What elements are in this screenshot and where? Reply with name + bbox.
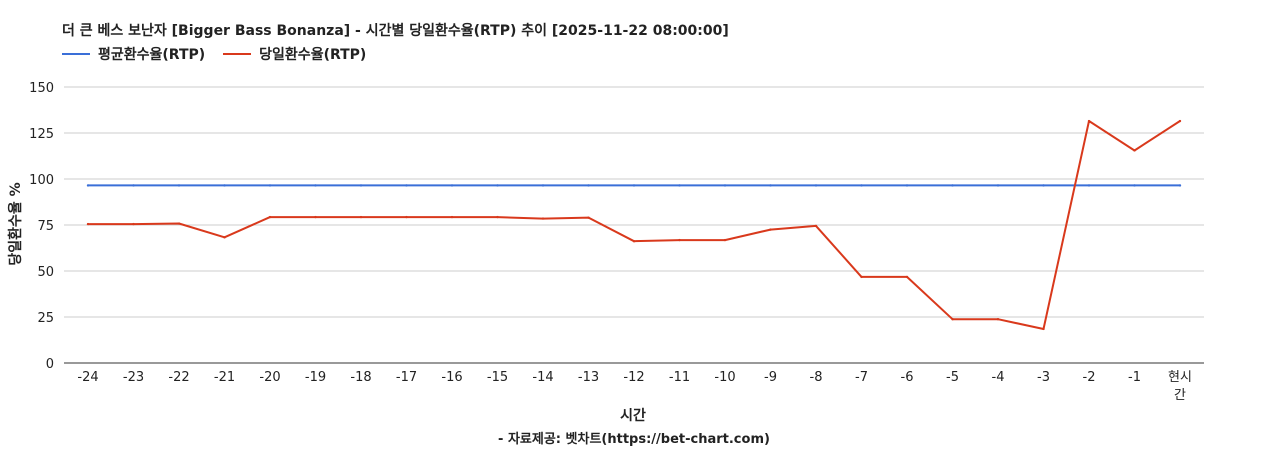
data-point xyxy=(951,184,954,187)
data-point xyxy=(587,184,590,187)
x-tick-label: -10 xyxy=(714,370,735,385)
y-tick-label: 125 xyxy=(29,127,54,142)
x-tick-label: -13 xyxy=(578,370,599,385)
legend-item-average[interactable]: 평균환수율(RTP) xyxy=(62,44,205,64)
data-point xyxy=(450,215,454,219)
y-tick-label: 150 xyxy=(29,81,54,96)
data-point xyxy=(860,184,863,187)
legend: 평균환수율(RTP) 당일환수율(RTP) xyxy=(62,44,384,64)
data-point xyxy=(905,275,909,279)
legend-swatch-daily xyxy=(223,53,252,55)
x-tick-label: -1 xyxy=(1128,370,1141,385)
x-tick-label: -23 xyxy=(123,370,144,385)
x-tick-label: -5 xyxy=(946,370,959,385)
x-tick-label: -4 xyxy=(992,370,1005,385)
data-point xyxy=(405,215,408,219)
legend-item-daily[interactable]: 당일환수율(RTP) xyxy=(223,44,366,64)
y-tick-label: 100 xyxy=(29,173,54,188)
y-tick-label: 75 xyxy=(37,219,54,234)
x-tick-label: -16 xyxy=(441,370,462,385)
series-lines xyxy=(86,119,1182,331)
y-tick-labels: 0 25 50 75 100 125 150 xyxy=(29,81,54,372)
gridlines xyxy=(64,86,1204,364)
data-point xyxy=(1133,184,1136,187)
legend-swatch-average xyxy=(62,53,90,55)
data-point xyxy=(359,215,363,219)
data-point xyxy=(132,184,135,187)
x-tick-label: -24 xyxy=(77,370,98,385)
data-point xyxy=(86,184,90,187)
data-point xyxy=(996,184,1000,187)
data-point xyxy=(1133,149,1136,152)
x-axis-title: 시간 xyxy=(620,407,646,424)
y-tick-label: 50 xyxy=(37,265,54,280)
data-point xyxy=(632,239,636,243)
x-tick-label: -11 xyxy=(669,370,690,385)
data-point xyxy=(769,184,772,187)
data-point xyxy=(223,236,226,239)
x-tick-label: 현시 간 xyxy=(1168,370,1192,403)
x-tick-label: -12 xyxy=(623,370,644,385)
data-point xyxy=(541,184,545,187)
data-point xyxy=(860,275,863,279)
source-credit: - 자료제공: 벳차트(https://bet-chart.com) xyxy=(498,432,770,447)
data-point xyxy=(1087,119,1091,123)
data-point xyxy=(814,224,818,228)
legend-label-daily: 당일환수율(RTP) xyxy=(259,47,367,63)
data-point xyxy=(86,222,90,226)
data-point xyxy=(314,184,317,187)
data-point xyxy=(1087,184,1091,187)
data-point xyxy=(450,184,454,187)
x-tick-label: -17 xyxy=(396,370,417,385)
data-point xyxy=(541,217,545,220)
x-tick-label: -22 xyxy=(168,370,189,385)
data-point xyxy=(359,184,363,187)
x-tick-labels: -24 -23 -22 -21 -20 -19 -18 -17 -16 -15 -14 -13 -12 -… xyxy=(77,370,1192,403)
data-point xyxy=(314,215,317,219)
x-tick-label: -3 xyxy=(1037,370,1050,385)
data-point xyxy=(1178,119,1182,123)
data-point xyxy=(632,184,636,187)
data-point xyxy=(678,184,681,187)
y-tick-label: 25 xyxy=(37,311,54,326)
x-tick-label: -18 xyxy=(350,370,371,385)
data-point xyxy=(268,215,272,219)
data-point xyxy=(814,184,818,187)
data-point xyxy=(405,184,408,187)
x-tick-label: -20 xyxy=(259,370,280,385)
data-point xyxy=(496,215,499,219)
data-point xyxy=(268,184,272,187)
x-tick-label: -21 xyxy=(214,370,235,385)
x-tick-label: -2 xyxy=(1083,370,1096,385)
y-axis-title: 당일환수율 % xyxy=(7,182,24,265)
data-point xyxy=(177,222,181,225)
data-point xyxy=(132,222,135,226)
data-point xyxy=(678,238,681,242)
data-point xyxy=(587,216,590,219)
x-tick-label: -15 xyxy=(487,370,508,385)
data-point xyxy=(1178,184,1182,187)
y-tick-label: 0 xyxy=(46,357,54,372)
x-tick-label: -19 xyxy=(305,370,326,385)
data-point xyxy=(723,184,727,187)
data-point xyxy=(769,228,772,231)
data-point xyxy=(1042,327,1045,331)
x-tick-label: -9 xyxy=(764,370,777,385)
x-tick-label: -7 xyxy=(855,370,868,385)
x-tick-label: -14 xyxy=(532,370,553,385)
x-tick-label: -8 xyxy=(810,370,823,385)
data-point xyxy=(905,184,909,187)
x-tick-label: -6 xyxy=(901,370,914,385)
data-point xyxy=(996,318,1000,321)
data-point xyxy=(223,184,226,187)
legend-label-average: 평균환수율(RTP) xyxy=(98,47,206,63)
data-point xyxy=(1042,184,1045,187)
data-point xyxy=(496,184,499,187)
data-point xyxy=(723,238,727,242)
data-point xyxy=(177,184,181,187)
chart-title: 더 큰 베스 보난자 [Bigger Bass Bonanza] - 시간별 당… xyxy=(62,23,729,39)
data-point xyxy=(951,318,954,321)
